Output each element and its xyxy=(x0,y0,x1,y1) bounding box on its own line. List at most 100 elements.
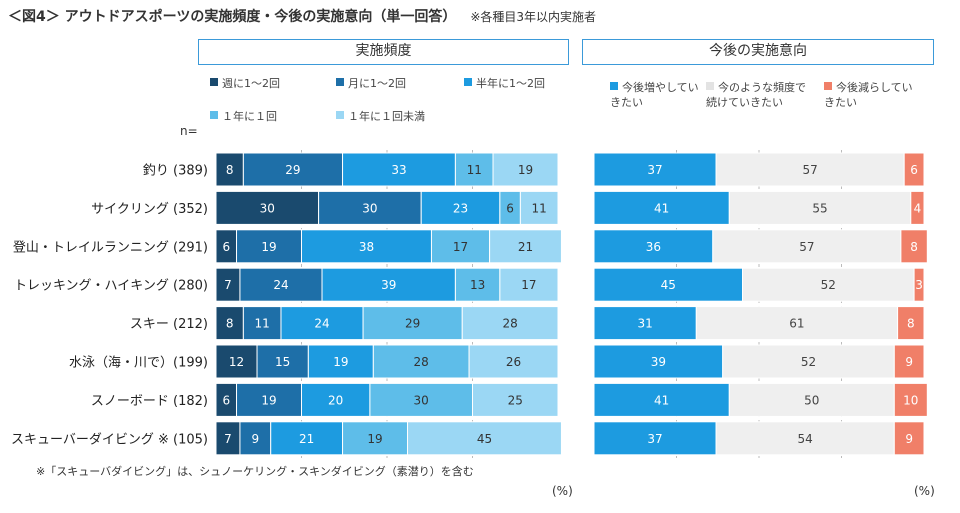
data-label: 30 xyxy=(362,201,377,215)
bar-segment xyxy=(893,382,928,417)
data-label: 52 xyxy=(801,355,816,369)
bar-segment xyxy=(468,344,559,379)
bar-segment xyxy=(728,382,895,417)
bar-segment xyxy=(301,229,432,264)
bar-segment xyxy=(593,267,743,302)
bar-segment xyxy=(280,306,364,341)
data-label: 52 xyxy=(821,278,836,292)
data-label: 37 xyxy=(647,163,662,177)
data-label: 33 xyxy=(391,163,406,177)
data-label: 57 xyxy=(803,163,818,177)
category-label: スキー (212) xyxy=(130,317,208,332)
legend-decrease-swatch xyxy=(824,82,832,90)
data-label: 39 xyxy=(651,355,666,369)
legend-weekly-swatch xyxy=(210,78,218,86)
bar-segment xyxy=(593,229,714,264)
bar-segment xyxy=(900,229,928,264)
data-label: 25 xyxy=(508,393,523,407)
bar-segment xyxy=(215,306,244,341)
data-label: 31 xyxy=(638,317,653,331)
bar-segment xyxy=(593,421,717,456)
bar-segment xyxy=(420,190,501,225)
data-label: 45 xyxy=(661,278,676,292)
data-label: 24 xyxy=(273,278,288,292)
data-label: 3 xyxy=(915,278,923,292)
data-label: 8 xyxy=(910,240,918,254)
data-label: 6 xyxy=(222,240,230,254)
category-label: サイクリング (352) xyxy=(91,202,208,217)
bar-segment xyxy=(242,306,282,341)
bar-segment xyxy=(256,344,309,379)
data-label: 37 xyxy=(647,432,662,446)
legend-continue: 今のような頻度で続けていきたい xyxy=(706,81,806,109)
category-label: 釣り (389) xyxy=(143,163,208,179)
legend-weekly: 週に1～2回 xyxy=(210,76,280,91)
n-label: n= xyxy=(180,124,198,138)
bar-segment xyxy=(489,229,562,264)
bar-segment xyxy=(893,421,925,456)
bar-segment xyxy=(893,344,925,379)
panel-header-frequency: 実施頻度 xyxy=(198,39,569,65)
data-label: 4 xyxy=(914,201,922,215)
data-label: 41 xyxy=(654,201,669,215)
data-label: 21 xyxy=(299,432,314,446)
unit-label-right: (%) xyxy=(914,484,935,498)
data-label: 23 xyxy=(453,201,468,215)
bar-segment xyxy=(236,229,303,264)
data-label: 54 xyxy=(798,432,813,446)
bar-segment xyxy=(728,190,912,225)
data-label: 50 xyxy=(804,393,819,407)
data-label: 8 xyxy=(226,317,234,331)
bar-segment xyxy=(593,344,724,379)
legend-monthly-swatch xyxy=(336,78,344,86)
data-label: 19 xyxy=(333,355,348,369)
data-label: 29 xyxy=(285,163,300,177)
category-label: トレッキング・ハイキング (280) xyxy=(14,279,208,294)
bar-segment xyxy=(342,152,456,187)
bar-segment xyxy=(369,382,473,417)
data-label: 38 xyxy=(359,240,374,254)
bar-segment xyxy=(472,382,559,417)
bar-segment xyxy=(897,306,925,341)
data-label: 11 xyxy=(532,201,547,215)
data-label: 17 xyxy=(521,278,536,292)
legend-less-yearly-swatch xyxy=(336,111,344,119)
bar-segment xyxy=(593,190,730,225)
data-label: 45 xyxy=(477,432,492,446)
legend-continue-swatch xyxy=(706,82,714,90)
data-label: 17 xyxy=(453,240,468,254)
data-label: 8 xyxy=(907,317,915,331)
chart-title: ＜図4＞ アウトドアスポーツの実施頻度・今後の実施意向（単一回答） ※各種目3年以… xyxy=(8,9,597,25)
data-label: 24 xyxy=(314,317,329,331)
legend-yearly: １年に１回 xyxy=(210,109,277,124)
bar-segment xyxy=(239,267,323,302)
data-label: 28 xyxy=(414,355,429,369)
data-label: 15 xyxy=(275,355,290,369)
bar-segment xyxy=(695,306,899,341)
bar-segment xyxy=(215,152,244,187)
legend-monthly: 月に1～2回 xyxy=(336,76,406,91)
footnote: ※「スキューバダイビング」は、シュノーケリング・スキンダイビング（素潜り）を含む xyxy=(36,465,474,478)
legend-increase: 今後増やしていきたい xyxy=(610,81,699,109)
data-label: 19 xyxy=(261,240,276,254)
bar-segment xyxy=(593,152,717,187)
data-label: 41 xyxy=(654,393,669,407)
title-note: ※各種目3年以内実施者 xyxy=(470,10,597,24)
bar-segment xyxy=(715,421,895,456)
bar-segment xyxy=(913,267,925,302)
category-label: 水泳（海・川で）(199) xyxy=(69,356,208,371)
category-label: スノーボード (182) xyxy=(91,394,208,409)
data-label: 19 xyxy=(261,393,276,407)
bar-segment xyxy=(362,306,463,341)
data-label: 19 xyxy=(367,432,382,446)
bar-segment xyxy=(903,152,925,187)
bar-segment xyxy=(301,382,371,417)
legend-halfyear: 半年に1～2回 xyxy=(464,76,545,91)
data-label: 19 xyxy=(518,163,533,177)
data-label: 9 xyxy=(252,432,260,446)
data-label: 61 xyxy=(789,317,804,331)
data-label: 57 xyxy=(799,240,814,254)
data-label: 30 xyxy=(414,393,429,407)
data-label: 13 xyxy=(470,278,485,292)
